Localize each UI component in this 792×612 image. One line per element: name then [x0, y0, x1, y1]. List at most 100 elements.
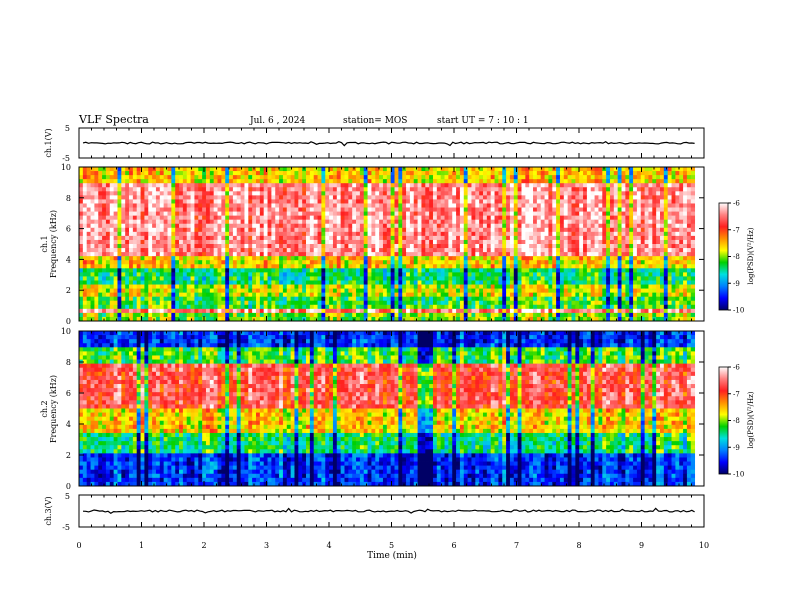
ch1-spectrogram-cell: [229, 171, 234, 176]
ch1-spectrogram-cell: [194, 219, 199, 225]
ch1-spectrogram-cell: [529, 191, 534, 196]
ch1-spectrogram-cell: [690, 272, 696, 277]
ch1-spectrogram-cell: [421, 276, 426, 281]
ch1-spectrogram-cell: [290, 256, 295, 261]
ch1-spectrogram-cell: [567, 203, 572, 208]
ch1-spectrogram-cell: [386, 191, 392, 196]
ch1-spectrogram-cell: [502, 264, 507, 269]
ch1-spectrogram-cell: [267, 183, 272, 188]
ch1-spectrogram-cell: [575, 195, 580, 200]
ch1-spectrogram-cell: [586, 239, 592, 245]
ch1-spectrogram-cell: [629, 187, 634, 192]
ch1-spectrogram-cell: [171, 179, 176, 184]
ch1-spectrogram-cell: [621, 183, 626, 188]
ch1-spectrogram-cell: [429, 276, 434, 281]
ch1-spectrogram-cell: [556, 239, 561, 245]
ch1-spectrogram-cell: [240, 260, 245, 265]
ch1-spectrogram-cell: [279, 211, 284, 217]
ch1-spectrogram-cell: [402, 211, 407, 217]
ch1-spectrogram-cell: [521, 167, 526, 172]
ch1-spectrogram-cell: [144, 191, 149, 196]
ch1-spectrogram-cell: [209, 276, 215, 281]
ch1-spectrogram-cell: [240, 235, 245, 241]
ch1-spectrogram-cell: [633, 207, 638, 212]
ch1-spectrogram-cell: [382, 199, 388, 204]
ch1-spectrogram-cell: [117, 276, 122, 281]
ch1-spectrogram-cell: [509, 175, 515, 180]
ch1-spectrogram-cell: [625, 252, 630, 257]
ch1-spectrogram-cell: [340, 280, 345, 285]
ch1-spectrogram-cell: [263, 235, 268, 241]
ch1-spectrogram-cell: [167, 248, 172, 253]
ch1-spectrogram-cell: [129, 264, 134, 269]
ch1-spectrogram-cell: [402, 195, 407, 200]
ch1-spectrogram-cell: [229, 288, 234, 294]
ch1-spectrogram-cell: [225, 280, 230, 285]
ch1-spectrogram-cell: [583, 223, 588, 229]
ch1-spectrogram-cell: [232, 288, 238, 294]
ch1-spectrogram-cell: [371, 171, 376, 176]
ch1-spectrogram-cell: [82, 288, 88, 294]
ch1-spectrogram-cell: [390, 167, 395, 172]
ch1-spectrogram-cell: [406, 272, 411, 277]
ch1-spectrogram-cell: [598, 268, 603, 273]
ch1-spectrogram-cell: [113, 288, 118, 294]
ch1-spectrogram-cell: [205, 211, 211, 217]
ch1-spectrogram-cell: [225, 252, 230, 257]
ch1-spectrogram-cell: [425, 284, 430, 289]
ch1-spectrogram-cell: [94, 272, 99, 277]
ch1-spectrogram-cell: [275, 239, 280, 245]
ch1-spectrogram-cell: [629, 284, 634, 289]
ch1-spectrogram-cell: [209, 199, 215, 204]
ch1-spectrogram-cell: [498, 280, 503, 285]
ch1-spectrogram-cell: [113, 215, 118, 221]
ch1-spectrogram-cell: [121, 215, 126, 221]
ch1-spectrogram-cell: [575, 207, 580, 212]
ch1-spectrogram-cell: [382, 231, 388, 237]
ch1-spectrogram-cell: [463, 284, 469, 289]
ch1-spectrogram-cell: [309, 207, 315, 212]
ch1-spectrogram-cell: [452, 171, 457, 176]
ch1-spectrogram-cell: [575, 276, 580, 281]
ch1-spectrogram-cell: [690, 179, 696, 184]
ch1-spectrogram-cell: [155, 183, 161, 188]
ch1-spectrogram-cell: [406, 175, 411, 180]
ch1-spectrogram-cell: [444, 239, 449, 245]
ch1-spectrogram-cell: [575, 231, 580, 237]
ch1-spectrogram-cell: [302, 191, 307, 196]
ch1-spectrogram-cell: [390, 244, 395, 249]
ch1-spectrogram-cell: [679, 219, 684, 225]
ch1-spectrogram-cell: [117, 252, 122, 257]
ch1-spectrogram-cell: [359, 167, 365, 172]
ch1-spectrogram-cell: [533, 223, 538, 229]
ch1-spectrogram-cell: [271, 171, 276, 176]
ch1-spectrogram-cell: [579, 268, 584, 273]
ch1-spectrogram-cell: [471, 227, 476, 233]
ch1-spectrogram-cell: [267, 191, 272, 196]
ch1-spectrogram-cell: [98, 211, 103, 217]
ch1-spectrogram-cell: [483, 223, 488, 229]
ch1-spectrogram-cell: [148, 268, 153, 273]
ch1-spectrogram-cell: [440, 231, 445, 237]
ch1-spectrogram-cell: [644, 248, 649, 253]
ch1-spectrogram-cell: [456, 187, 461, 192]
ch1-spectrogram-cell: [513, 280, 519, 285]
ch1-spectrogram-cell: [425, 187, 430, 192]
ch1-spectrogram-cell: [648, 284, 653, 289]
ch1-spectrogram-cell: [209, 244, 215, 249]
ch1-spectrogram-cell: [282, 223, 288, 229]
ch1-spectrogram-cell: [344, 239, 349, 245]
ch1-spectrogram-cell: [471, 219, 476, 225]
ch1-spectrogram-cell: [652, 183, 657, 188]
ch1-spectrogram-cell: [325, 268, 330, 273]
ch1-spectrogram-cell: [309, 288, 315, 294]
ch1-spectrogram-cell: [613, 272, 619, 277]
ch1-spectrogram-cell: [248, 280, 253, 285]
ch1-spectrogram-cell: [548, 239, 553, 245]
ch1-spectrogram-cell: [598, 175, 603, 180]
ch1-spectrogram-cell: [440, 215, 445, 221]
ch1-spectrogram-cell: [232, 219, 238, 225]
ch1-spectrogram-cell: [140, 260, 145, 265]
ch1-spectrogram-cell: [194, 284, 199, 289]
ch1-spectrogram-cell: [579, 195, 584, 200]
